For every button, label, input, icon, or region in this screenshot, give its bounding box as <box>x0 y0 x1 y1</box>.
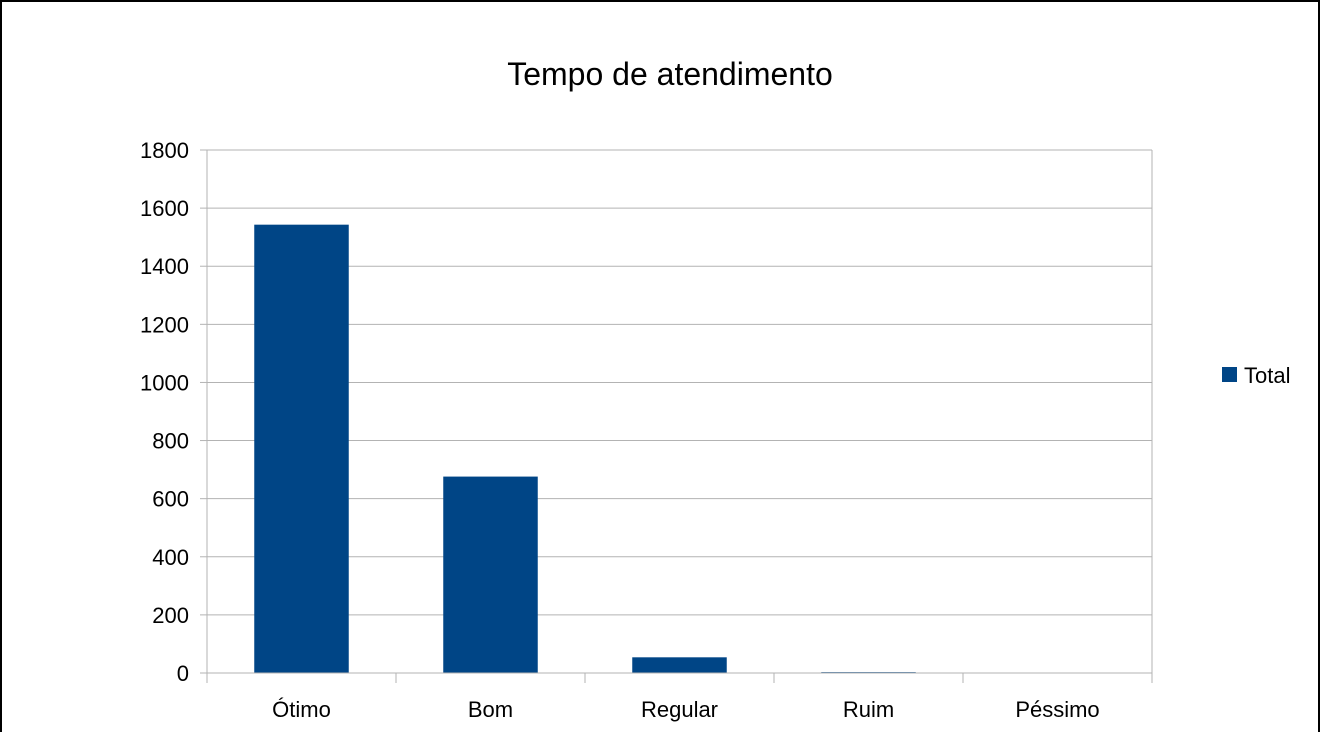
x-tick-label: Regular <box>641 697 718 722</box>
y-tick-label: 1000 <box>140 370 189 395</box>
legend-label-total: Total <box>1244 363 1290 388</box>
x-tick-label: Bom <box>468 697 513 722</box>
bar-2 <box>443 476 538 673</box>
y-tick-label: 1200 <box>140 312 189 337</box>
chart-title: Tempo de atendimento <box>507 56 833 92</box>
x-axis <box>206 672 1153 683</box>
y-axis-tick-labels: 0 200 400 600 800 1000 1200 1400 1600 1800 <box>140 138 189 686</box>
bars <box>254 224 916 673</box>
x-axis-tick-labels: Ótimo Bom Regular Ruim Péssimo <box>272 697 1100 722</box>
y-tick-label: 400 <box>152 545 189 570</box>
x-tick-label: Péssimo <box>1015 697 1099 722</box>
legend: Total <box>1222 363 1290 388</box>
y-tick-label: 600 <box>152 487 189 512</box>
x-tick-label: Ruim <box>843 697 894 722</box>
y-tick-label: 800 <box>152 429 189 454</box>
y-tick-label: 200 <box>152 603 189 628</box>
y-tick-label: 1400 <box>140 254 189 279</box>
x-tick-label: Ótimo <box>272 697 331 722</box>
y-tick-label: 1800 <box>140 138 189 163</box>
legend-swatch-total <box>1222 367 1237 382</box>
y-tick-label: 0 <box>177 661 189 686</box>
bar-3 <box>632 657 727 673</box>
y-tick-label: 1600 <box>140 196 189 221</box>
bar-1 <box>254 224 349 673</box>
